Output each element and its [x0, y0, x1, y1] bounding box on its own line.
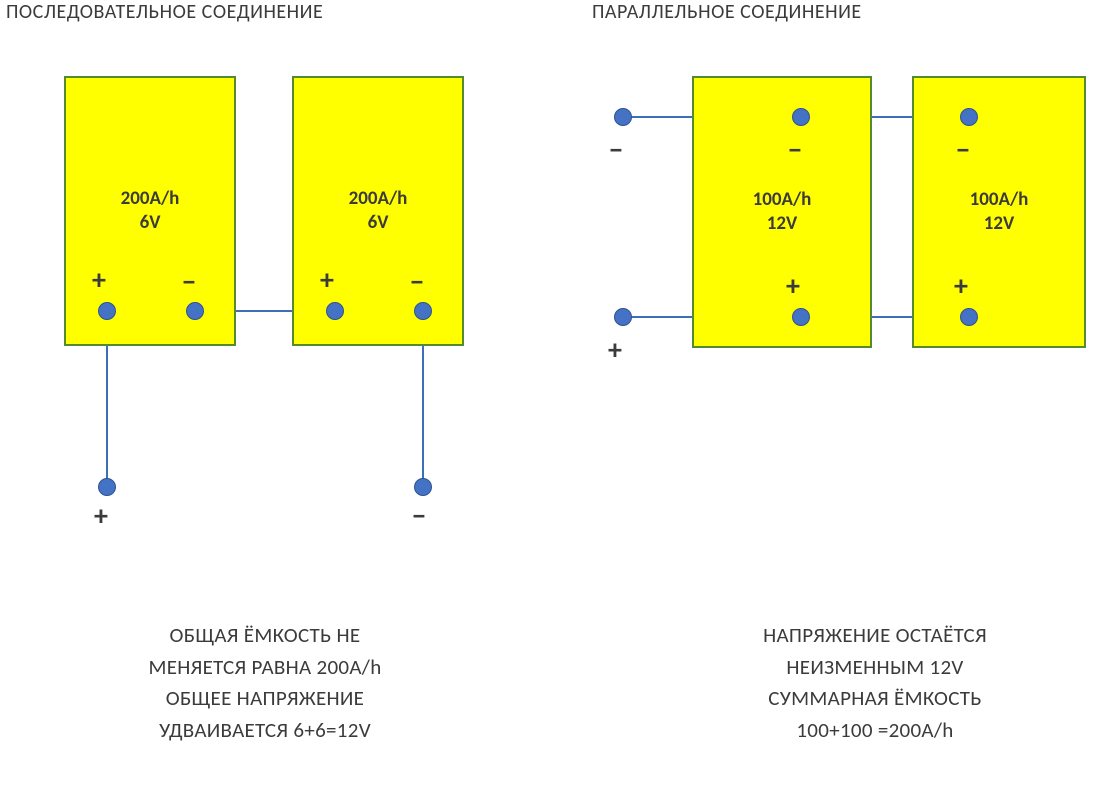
- minus-sign: −: [788, 136, 802, 164]
- parallel-ext-neg-terminal: [614, 108, 632, 126]
- plus-sign: +: [320, 266, 334, 294]
- plus-sign: +: [954, 272, 968, 300]
- caption-line: УДВАИВАЕТСЯ 6+6=12V: [159, 717, 371, 743]
- caption-line: СУММАРНАЯ ЁМКОСТЬ: [768, 685, 982, 711]
- caption-line: ОБЩАЯ ЁМКОСТЬ НЕ: [170, 622, 361, 648]
- series-title: ПОСЛЕДОВАТЕЛЬНОЕ СОЕДИНЕНИЕ: [6, 0, 323, 24]
- caption-line: НЕИЗМЕННЫМ 12V: [786, 654, 963, 680]
- minus-sign: −: [412, 502, 426, 530]
- parallel-battery-1: 100A/h 12V: [692, 76, 872, 348]
- parallel-b1-neg-terminal: [792, 108, 810, 126]
- series-battery-1: 200A/h 6V: [64, 76, 236, 346]
- caption-line: ОБЩЕЕ НАПРЯЖЕНИЕ: [166, 685, 364, 711]
- parallel-battery-2: 100A/h 12V: [912, 76, 1086, 348]
- battery-voltage: 12V: [767, 212, 798, 236]
- minus-sign: −: [956, 136, 970, 164]
- plus-sign: +: [608, 336, 622, 364]
- battery-voltage: 12V: [984, 212, 1015, 236]
- parallel-b2-pos-terminal: [960, 308, 978, 326]
- parallel-title: ПАРАЛЛЕЛЬНОЕ СОЕДИНЕНИЕ: [592, 0, 862, 24]
- battery-voltage: 6V: [368, 211, 389, 235]
- series-b1-pos-terminal: [98, 302, 116, 320]
- series-ext-pos-terminal: [98, 478, 116, 496]
- battery-capacity: 100A/h: [970, 188, 1029, 212]
- series-b1-neg-terminal: [186, 302, 204, 320]
- caption-line: НАПРЯЖЕНИЕ ОСТАЁТСЯ: [763, 622, 987, 648]
- plus-sign: +: [94, 502, 108, 530]
- caption-line: 100+100 =200A/h: [796, 717, 953, 743]
- battery-voltage: 6V: [140, 211, 161, 235]
- series-battery-2: 200A/h 6V: [292, 76, 464, 346]
- plus-sign: +: [92, 266, 106, 294]
- minus-sign: −: [182, 268, 196, 296]
- minus-sign: −: [609, 136, 623, 164]
- series-b2-neg-terminal: [414, 302, 432, 320]
- plus-sign: +: [786, 272, 800, 300]
- parallel-b1-pos-terminal: [792, 308, 810, 326]
- battery-capacity: 200A/h: [349, 187, 408, 211]
- series-b2-pos-terminal: [326, 302, 344, 320]
- series-ext-neg-terminal: [414, 478, 432, 496]
- caption-line: МЕНЯЕТСЯ РАВНА 200A/h: [148, 654, 381, 680]
- battery-capacity: 100A/h: [753, 188, 812, 212]
- parallel-caption: НАПРЯЖЕНИЕ ОСТАЁТСЯ НЕИЗМЕННЫМ 12V СУММА…: [700, 620, 1050, 746]
- battery-capacity: 200A/h: [121, 187, 180, 211]
- minus-sign: −: [410, 268, 424, 296]
- series-caption: ОБЩАЯ ЁМКОСТЬ НЕ МЕНЯЕТСЯ РАВНА 200A/h О…: [90, 620, 440, 746]
- parallel-b2-neg-terminal: [960, 108, 978, 126]
- parallel-ext-pos-terminal: [614, 308, 632, 326]
